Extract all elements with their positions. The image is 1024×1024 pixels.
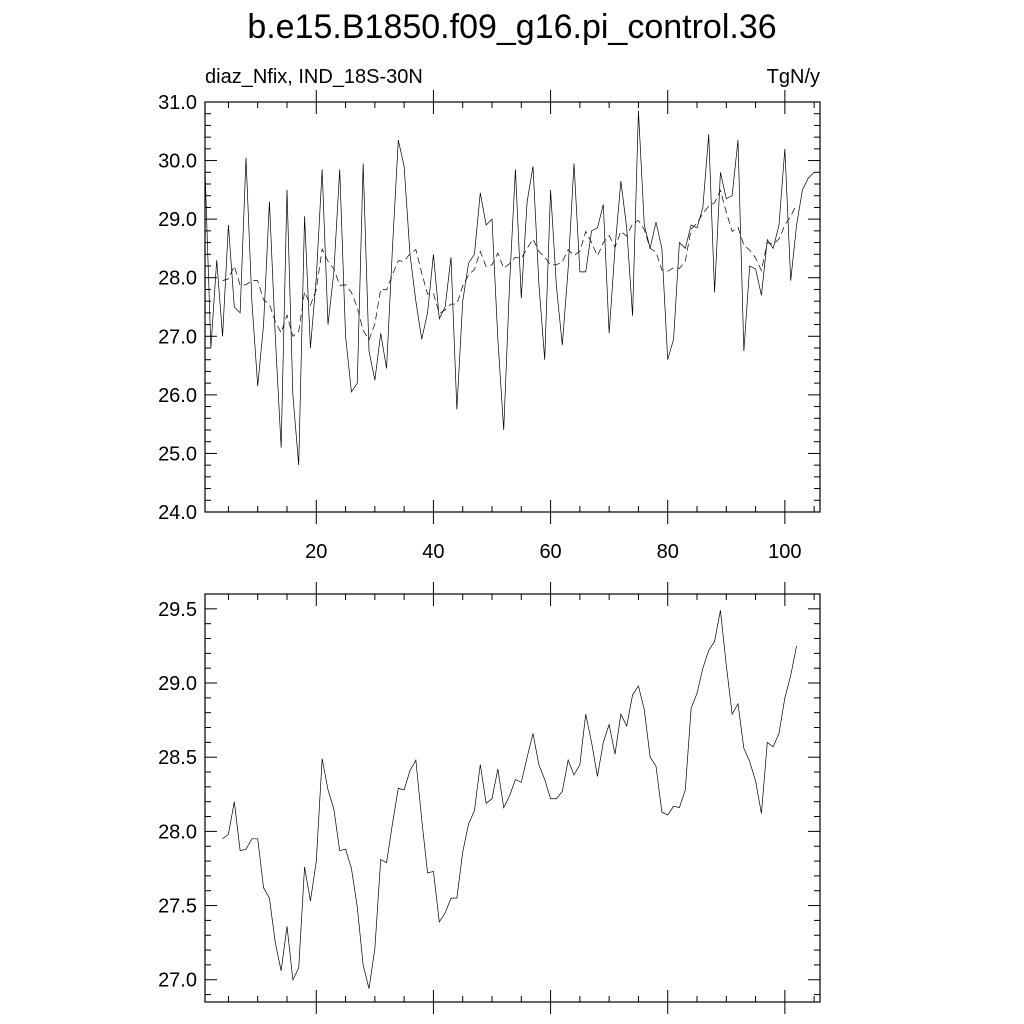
y-tick-label: 26.0 [158,385,197,407]
bottom-panel: 27.0 27.5 28.0 28.5 29.0 29.5 [158,582,821,1014]
y-tick-label: 31.0 [158,92,197,114]
y-tick-label: 27.0 [158,970,197,992]
x-tick-label: 80 [657,541,679,563]
y-tick-label: 29.0 [158,673,197,695]
plot-frame [204,101,821,513]
y-tick-label: 25.0 [158,443,197,465]
y-tick-label: 30.0 [158,151,197,173]
x-tick-label: 20 [305,541,327,563]
y-tick-label: 28.5 [158,747,197,769]
figure-title: b.e15.B1850.f09_g16.pi_control.36 [247,8,776,46]
top-panel: 24.0 25.0 26.0 27.0 28.0 29.0 30.0 31.0 20 40 60 80… [158,90,821,563]
smoothed-series-line [222,189,797,341]
panel-1-left-label: diaz_Nfix, IND_18S-30N [205,66,423,88]
series-line [222,610,797,989]
x-tick-label: 60 [539,541,561,563]
plot-frame [204,593,821,1003]
y-tick-label: 27.0 [158,326,197,348]
y-tick-label: 28.0 [158,821,197,843]
x-tick-label: 40 [422,541,444,563]
y-tick-label: 24.0 [158,502,197,524]
series-line [204,110,815,466]
y-tick-label: 28.0 [158,268,197,290]
y-tick-label: 29.5 [158,599,197,621]
panel-1-right-label: TgN/y [767,66,820,88]
x-tick-label: 100 [768,541,801,563]
y-tick-label: 27.5 [158,896,197,918]
y-tick-label: 29.0 [158,209,197,231]
